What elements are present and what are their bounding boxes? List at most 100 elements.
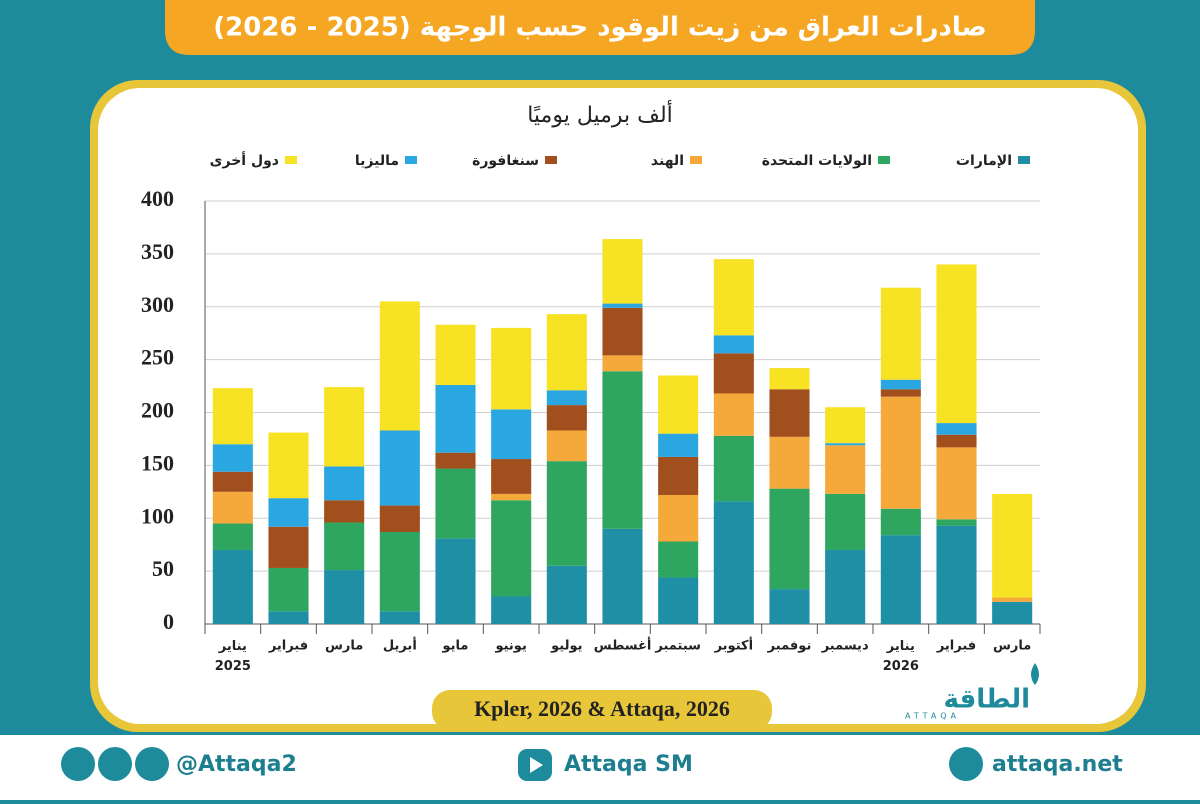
bar-segment: [936, 423, 977, 435]
y-tick-label: 150: [141, 450, 174, 475]
bar-segment: [713, 335, 754, 354]
bar-segment: [769, 389, 810, 437]
bar-segment: [268, 611, 309, 624]
bar-segment: [936, 447, 977, 520]
bar-segment: [825, 407, 866, 444]
x-tick-label: يوليو: [550, 639, 582, 654]
bar-segment: [992, 493, 1033, 598]
bar-segment: [324, 387, 365, 467]
x-tick-label: يناير 2026: [883, 639, 919, 674]
bar-segment: [992, 601, 1033, 624]
bar-segment: [212, 549, 253, 624]
legend-swatch: [405, 156, 417, 164]
bar-segment: [936, 519, 977, 526]
bar-segment: [379, 301, 420, 431]
bar-segment: [825, 445, 866, 494]
y-tick-label: 50: [152, 556, 174, 581]
facebook-icon[interactable]: [135, 747, 169, 781]
source: Kpler, 2026 & Attaqa, 2026: [474, 696, 730, 721]
x-tick-label: أبريل: [383, 637, 417, 654]
youtube-play: [530, 757, 543, 773]
bar-segment: [880, 396, 921, 509]
y-tick-label: 300: [141, 292, 174, 317]
legend-label: دول أخرى: [210, 151, 279, 169]
bar-segment: [602, 355, 643, 372]
x-icon[interactable]: [61, 747, 95, 781]
bar-segment: [379, 611, 420, 624]
bar-segment: [713, 259, 754, 336]
bar-segment: [435, 452, 476, 469]
bar-segment: [546, 405, 587, 431]
social-handle[interactable]: @Attaqa2: [176, 752, 297, 777]
youtube-handle[interactable]: Attaqa SM: [564, 752, 693, 777]
bar-segment: [825, 549, 866, 624]
bar-segment: [546, 390, 587, 406]
bar-segment: [658, 541, 699, 578]
y-tick-label: 250: [141, 345, 174, 370]
bar-segment: [602, 303, 643, 308]
bar-segment: [491, 596, 532, 624]
x-tick-label: سبتمبر: [654, 639, 701, 654]
x-tick-label: نوفمبر: [767, 639, 812, 654]
bar-segment: [491, 493, 532, 501]
website[interactable]: attaqa.net: [992, 752, 1123, 777]
bar-segment: [936, 264, 977, 424]
bar-segment: [491, 500, 532, 597]
bar-segment: [936, 434, 977, 448]
chart-title: صادرات العراق من زيت الوقود حسب الوجهة (…: [213, 13, 986, 43]
bar-segment: [435, 538, 476, 624]
bar-segment: [658, 456, 699, 495]
bar-segment: [658, 433, 699, 457]
bar-segment: [212, 523, 253, 550]
legend-swatch: [285, 156, 297, 164]
logo-text: الطاقة: [943, 685, 1030, 715]
bar-segment: [658, 494, 699, 542]
bar-segment: [212, 471, 253, 492]
legend-swatch: [690, 156, 702, 164]
legend-label: الولايات المتحدة: [762, 153, 872, 169]
bar-segment: [602, 371, 643, 529]
bar-segment: [324, 466, 365, 501]
bar-segment: [324, 570, 365, 624]
bar-segment: [212, 491, 253, 524]
footer: [0, 735, 1200, 800]
legend-swatch: [878, 156, 890, 164]
bar-segment: [713, 353, 754, 394]
bar-segment: [880, 379, 921, 390]
bar-segment: [491, 459, 532, 494]
source-box: [432, 690, 772, 730]
title-banner: [165, 0, 1035, 55]
bar-segment: [602, 528, 643, 624]
bar-segment: [880, 389, 921, 397]
web-icon[interactable]: [949, 747, 983, 781]
bar-segment: [546, 461, 587, 566]
unit-label: ألف برميل يوميًا: [527, 100, 673, 128]
bar-segment: [769, 436, 810, 489]
bar-segment: [379, 505, 420, 532]
bar-segment: [268, 432, 309, 499]
bar-segment: [769, 368, 810, 390]
legend-swatch: [545, 156, 557, 164]
bar-segment: [825, 443, 866, 446]
y-tick-label: 400: [141, 186, 174, 211]
instagram-icon[interactable]: [98, 747, 132, 781]
bar-segment: [546, 314, 587, 391]
bar-segment: [435, 468, 476, 539]
legend-label: سنغافورة: [472, 153, 539, 169]
bar-segment: [658, 375, 699, 434]
bar-segment: [324, 522, 365, 571]
bar-segment: [658, 577, 699, 624]
x-tick-label: يناير 2025: [215, 639, 251, 674]
bar-segment: [769, 488, 810, 590]
bar-segment: [880, 535, 921, 624]
y-tick-label: 100: [141, 503, 174, 528]
x-tick-label: مارس: [325, 639, 363, 654]
x-tick-label: فبراير: [936, 639, 976, 654]
y-tick-label: 200: [141, 398, 174, 423]
y-tick-label: 0: [163, 609, 174, 634]
bar-segment: [212, 444, 253, 472]
bar-segment: [713, 393, 754, 436]
bar-segment: [880, 508, 921, 536]
